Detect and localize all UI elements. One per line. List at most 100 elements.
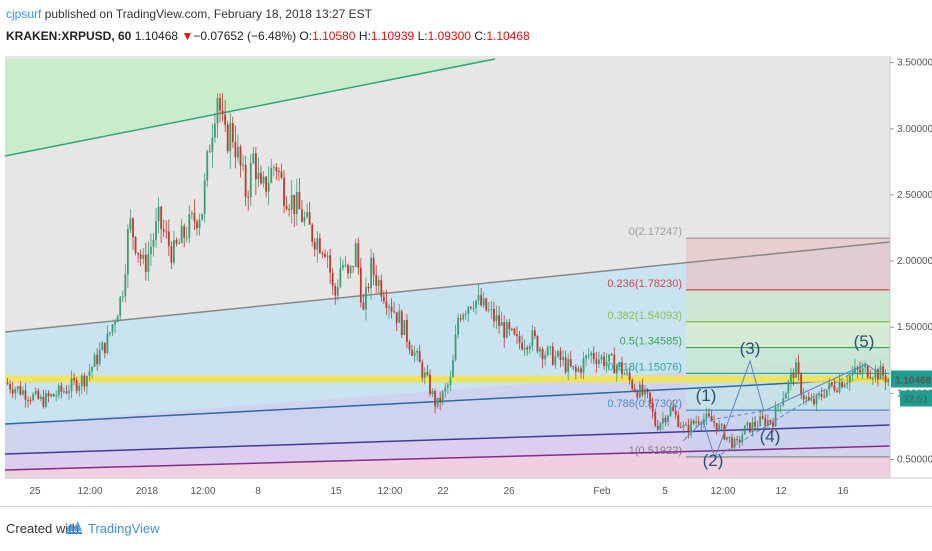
candle-body	[787, 381, 790, 394]
time-tick-label: 16	[837, 486, 849, 497]
candle-body	[784, 393, 787, 399]
candle-body	[636, 391, 639, 398]
candle-body	[564, 357, 567, 372]
fib-zone	[686, 321, 890, 348]
candle-body	[55, 395, 58, 397]
candle-body	[119, 297, 122, 317]
candle-body	[510, 328, 513, 330]
time-axis-background	[0, 478, 932, 506]
time-tick-label: 12	[775, 486, 787, 497]
candle-body	[736, 438, 739, 440]
candle-body	[254, 153, 257, 180]
candle-body	[815, 395, 818, 405]
candle-body	[311, 224, 314, 242]
candle-body	[441, 391, 444, 403]
candle-body	[357, 243, 360, 268]
candle-body	[185, 237, 188, 239]
candle-body	[180, 226, 183, 244]
candle-body	[22, 390, 24, 395]
symbol-name[interactable]: KRAKEN:XRPUSD, 60	[6, 29, 132, 43]
time-tick-label: 2018	[136, 486, 159, 497]
candle-body	[503, 322, 506, 338]
candle-body	[692, 420, 695, 424]
published-text: published on TradingView.com, February 1…	[44, 7, 373, 21]
candle-body	[598, 359, 600, 365]
candle-body	[856, 367, 859, 370]
candle-body	[720, 424, 723, 426]
candle-body	[190, 212, 193, 215]
candle-body	[562, 357, 564, 360]
candle-body	[226, 124, 229, 152]
candle-body	[600, 356, 603, 360]
candle-body	[393, 311, 396, 313]
candle-body	[549, 346, 552, 348]
price-chart[interactable]: 0(2.17247) 0.236(1.78230) 0.382(1.54093) 0.…	[0, 56, 932, 506]
candle-body	[88, 371, 91, 377]
wave-label: (4)	[760, 427, 781, 446]
low-value: 1.09300	[427, 29, 471, 43]
price-axis[interactable]: 3.500003.000002.500002.000001.500001.000…	[889, 56, 932, 478]
candle-body	[252, 153, 255, 163]
candle-body	[103, 342, 106, 354]
candle-body	[60, 385, 63, 392]
candle-body	[9, 384, 12, 390]
candle-body	[37, 390, 40, 399]
time-tick-label: Feb	[593, 486, 611, 497]
tradingview-logo-icon[interactable]	[64, 517, 84, 537]
candle-body	[406, 320, 408, 342]
candle-body	[485, 298, 488, 311]
candle-body	[638, 384, 641, 398]
candle-body	[531, 330, 534, 347]
time-tick-label: 12:00	[377, 486, 402, 497]
candle-body	[221, 110, 224, 115]
candle-body	[569, 359, 572, 367]
candle-body	[539, 348, 541, 352]
candle-body	[546, 347, 549, 356]
candle-body	[882, 366, 884, 376]
candle-body	[505, 321, 508, 338]
elliott-wave[interactable]: (1) (2) (3) (4) (5)	[682, 332, 881, 470]
candle-body	[347, 264, 349, 274]
time-axis[interactable]: 25 12:00 2018 12:00 8 15 12:00 22 26 Feb 5 12:00 12 1…	[0, 477, 932, 506]
candle-body	[454, 334, 457, 361]
candle-body	[864, 365, 867, 368]
violet-channel-fill	[5, 426, 890, 470]
candle-body	[480, 295, 483, 306]
time-tick-label: 12:00	[190, 486, 215, 497]
time-tick-label: 26	[503, 486, 515, 497]
candle-body	[585, 355, 588, 359]
candle-body	[446, 385, 449, 388]
candle-body	[395, 312, 398, 323]
candle-body	[436, 397, 439, 407]
time-tick-label: 22	[437, 486, 449, 497]
candle-body	[769, 420, 772, 423]
candle-body	[359, 267, 362, 303]
candle-body	[874, 369, 877, 379]
candle-body	[111, 324, 114, 333]
countdown-badge	[900, 390, 932, 407]
candle-body	[408, 341, 411, 350]
candle-body	[257, 172, 260, 180]
footer: Created with TradingView	[0, 506, 932, 551]
time-tick-label: 12:00	[77, 486, 102, 497]
candle-body	[738, 439, 741, 443]
candle-body	[224, 114, 227, 125]
channel-line	[4, 58, 496, 157]
tradingview-brand[interactable]: TradingView	[88, 521, 160, 536]
candle-body	[68, 391, 70, 394]
candle-body	[495, 315, 498, 322]
candle-body	[633, 388, 636, 392]
candle-body	[321, 253, 324, 255]
candle-body	[513, 328, 516, 335]
candle-body	[646, 389, 649, 393]
candle-body	[316, 238, 319, 250]
candle-body	[124, 274, 127, 297]
author-link[interactable]: cjpsurf	[6, 7, 42, 21]
candle-body	[183, 226, 186, 238]
candle-body	[295, 191, 298, 215]
candle-body	[836, 390, 838, 392]
candle-body	[534, 330, 536, 337]
candle-body	[661, 418, 664, 424]
fibonacci-retracement[interactable]: 0(2.17247) 0.236(1.78230) 0.382(1.54093) 0.…	[607, 226, 890, 458]
candle-body	[544, 355, 547, 360]
